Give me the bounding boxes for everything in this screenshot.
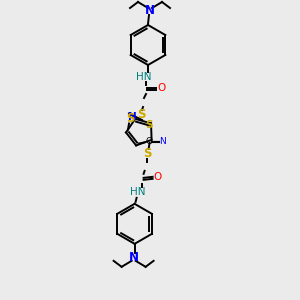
Text: O: O bbox=[157, 83, 165, 93]
Text: C: C bbox=[145, 137, 151, 146]
Text: HN: HN bbox=[136, 72, 152, 82]
Text: N: N bbox=[159, 137, 166, 146]
Text: S: S bbox=[145, 120, 153, 130]
Text: O: O bbox=[154, 172, 162, 182]
Text: S: S bbox=[143, 147, 152, 160]
Text: N: N bbox=[145, 4, 155, 16]
Text: HN: HN bbox=[130, 187, 146, 197]
Text: S: S bbox=[126, 112, 134, 125]
Text: N: N bbox=[129, 251, 139, 264]
Text: N: N bbox=[128, 112, 136, 122]
Text: S: S bbox=[137, 109, 145, 122]
